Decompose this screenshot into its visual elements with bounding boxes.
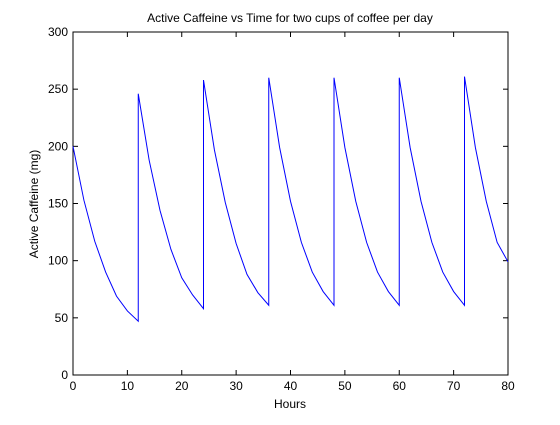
y-tick-label: 250 bbox=[48, 82, 68, 96]
y-tick-label: 150 bbox=[48, 197, 68, 211]
x-tick-label: 50 bbox=[338, 379, 352, 393]
y-tick-label: 50 bbox=[55, 311, 69, 325]
chart-title: Active Caffeine vs Time for two cups of … bbox=[147, 11, 433, 25]
x-tick-label: 0 bbox=[70, 379, 77, 393]
x-tick-label: 30 bbox=[229, 379, 243, 393]
x-tick-label: 20 bbox=[175, 379, 189, 393]
y-axis-label: Active Caffeine (mg) bbox=[27, 150, 41, 259]
y-tick-label: 0 bbox=[61, 368, 68, 382]
x-tick-label: 80 bbox=[501, 379, 515, 393]
x-tick-label: 60 bbox=[393, 379, 407, 393]
plot-area bbox=[72, 31, 509, 376]
series-line-active-caffeine bbox=[72, 76, 509, 323]
x-tick-label: 10 bbox=[121, 379, 135, 393]
x-tick-label: 40 bbox=[284, 379, 298, 393]
y-tick-label: 300 bbox=[48, 25, 68, 39]
x-tick-label: 70 bbox=[447, 379, 461, 393]
y-tick-label: 100 bbox=[48, 254, 68, 268]
x-axis-ticks: 0 10 20 30 40 50 60 70 80 bbox=[70, 32, 515, 393]
y-tick-label: 200 bbox=[48, 139, 68, 153]
y-axis-ticks: 0 50 100 150 200 250 300 bbox=[48, 25, 508, 382]
x-axis-label: Hours bbox=[274, 397, 306, 411]
